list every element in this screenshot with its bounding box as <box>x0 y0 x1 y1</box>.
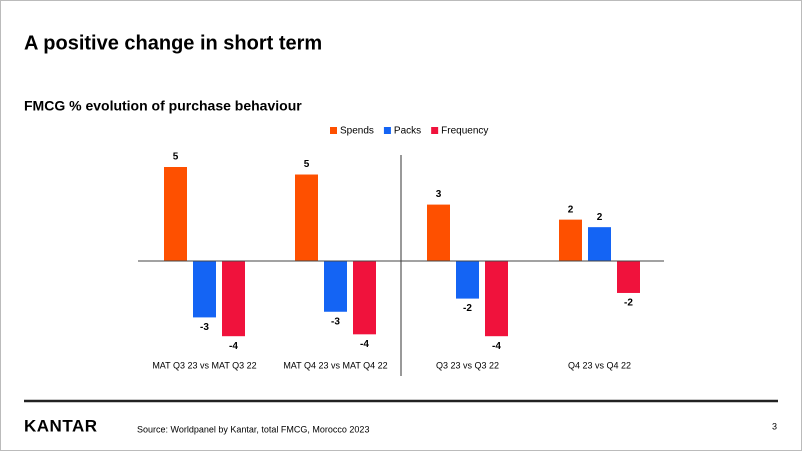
bar <box>164 167 187 261</box>
value-label: -3 <box>331 316 340 327</box>
legend-label: Packs <box>394 126 421 137</box>
legend-label: Frequency <box>441 126 488 137</box>
legend-swatch <box>431 127 439 134</box>
bar <box>193 261 216 318</box>
page-number: 3 <box>772 421 777 431</box>
x-tick-label: MAT Q3 23 vs MAT Q3 22 <box>152 360 256 370</box>
bar <box>485 261 508 337</box>
value-label: -2 <box>624 298 633 309</box>
value-label: 2 <box>568 204 574 215</box>
bar <box>617 261 640 293</box>
value-label: -4 <box>229 341 238 352</box>
value-label: -3 <box>200 322 209 333</box>
bar <box>324 261 347 312</box>
bar <box>295 174 318 261</box>
x-tick-label: Q4 23 vs Q4 22 <box>568 360 631 370</box>
value-label: 2 <box>597 212 603 223</box>
legend-swatch <box>330 127 337 134</box>
bar <box>427 204 450 261</box>
legend-swatch <box>383 127 391 134</box>
legend-label: Spends <box>340 126 374 137</box>
value-label: -4 <box>492 341 501 352</box>
value-label: 5 <box>173 152 179 163</box>
chart-title: FMCG % evolution of purchase behaviour <box>24 98 302 114</box>
logo: KANTAR <box>24 416 98 435</box>
value-label: 5 <box>304 159 310 170</box>
source: Source: Worldpanel by Kantar, total FMCG… <box>137 424 369 434</box>
bar <box>353 261 376 335</box>
value-label: -2 <box>463 303 472 314</box>
value-label: 3 <box>436 189 442 200</box>
x-tick-label: Q3 23 vs Q3 22 <box>436 360 499 370</box>
slide-title: A positive change in short term <box>24 32 322 54</box>
bar <box>456 261 479 299</box>
value-label: -4 <box>360 339 369 350</box>
x-tick-label: MAT Q4 23 vs MAT Q4 22 <box>283 360 387 370</box>
bar <box>559 219 582 261</box>
bar <box>222 261 245 337</box>
bar <box>588 227 611 261</box>
